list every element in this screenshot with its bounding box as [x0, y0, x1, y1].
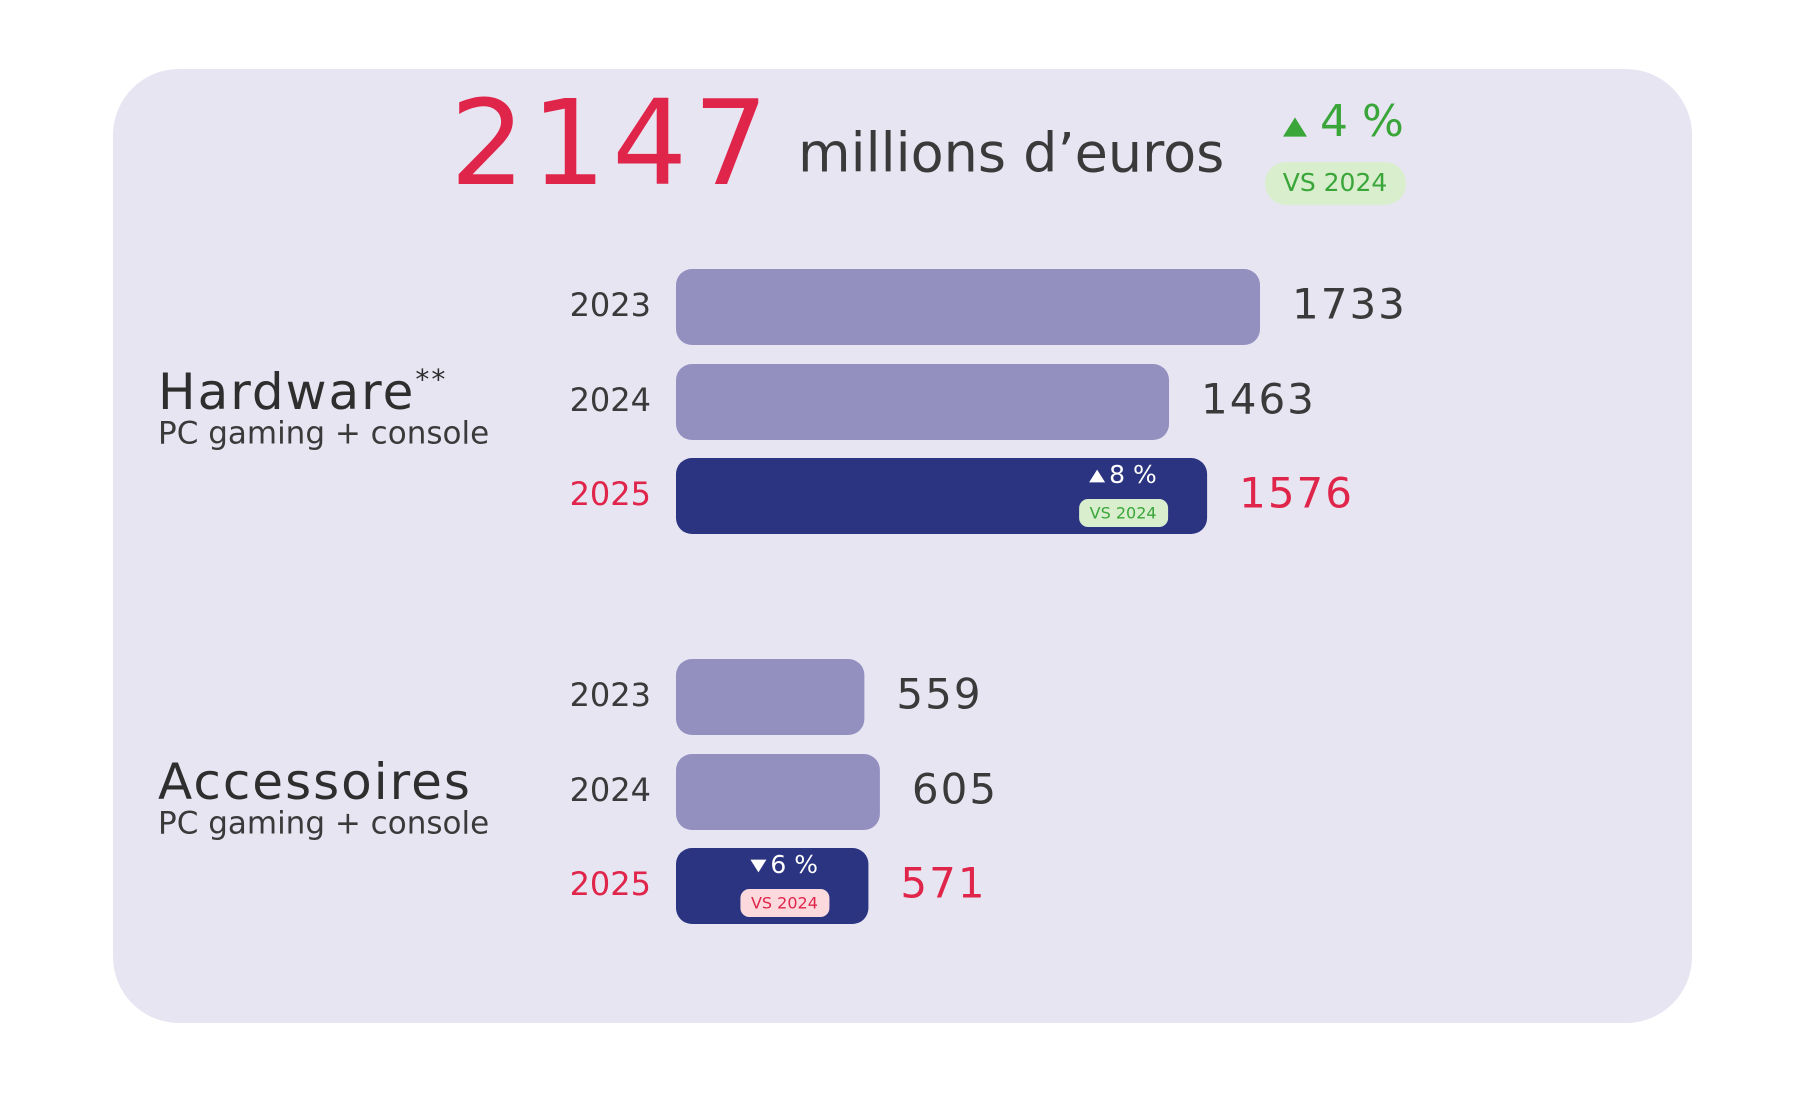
headline-unit: millions d’euros	[798, 122, 1224, 185]
group-title: Accessoires	[158, 753, 472, 811]
group-subtitle: PC gaming + console	[158, 416, 489, 452]
year-label: 2023	[570, 286, 651, 324]
change-pill	[740, 889, 830, 917]
change-arrow	[1089, 469, 1106, 483]
value-label: 605	[912, 765, 998, 814]
year-label: 2024	[570, 771, 651, 809]
value-label: 1576	[1239, 469, 1354, 518]
year-label: 2024	[570, 381, 651, 419]
bar-change: 8 %	[1109, 460, 1157, 489]
bar-change: 6 %	[770, 850, 818, 879]
value-label: 1733	[1292, 280, 1407, 329]
value-label: 1463	[1201, 375, 1316, 424]
headline-value: 2147	[450, 74, 774, 212]
year-label: 2023	[570, 676, 651, 714]
bar	[676, 364, 1170, 440]
group-title: Hardware**	[158, 363, 447, 421]
change-arrow	[750, 859, 767, 873]
change-arrow	[1283, 117, 1307, 137]
bar	[676, 659, 865, 735]
group-subtitle: PC gaming + console	[158, 806, 489, 842]
change-versus: VS 2024	[1090, 504, 1157, 523]
group-title-text: Accessoires	[158, 753, 472, 811]
change-versus: VS 2024	[1283, 168, 1388, 197]
headline-change: 4 %	[1320, 96, 1404, 147]
value-label: 559	[896, 670, 982, 719]
change-pill	[1079, 499, 1169, 527]
bar	[676, 269, 1261, 345]
bar	[676, 458, 1208, 534]
change-versus: VS 2024	[751, 894, 818, 913]
year-label: 2025	[570, 865, 651, 903]
card	[113, 69, 1692, 1023]
year-label: 2025	[570, 475, 651, 513]
group-title-note: **	[415, 363, 447, 396]
bar	[676, 754, 880, 830]
group-title-text: Hardware	[158, 363, 415, 421]
change-pill	[1265, 162, 1406, 205]
value-label: 571	[900, 859, 986, 908]
